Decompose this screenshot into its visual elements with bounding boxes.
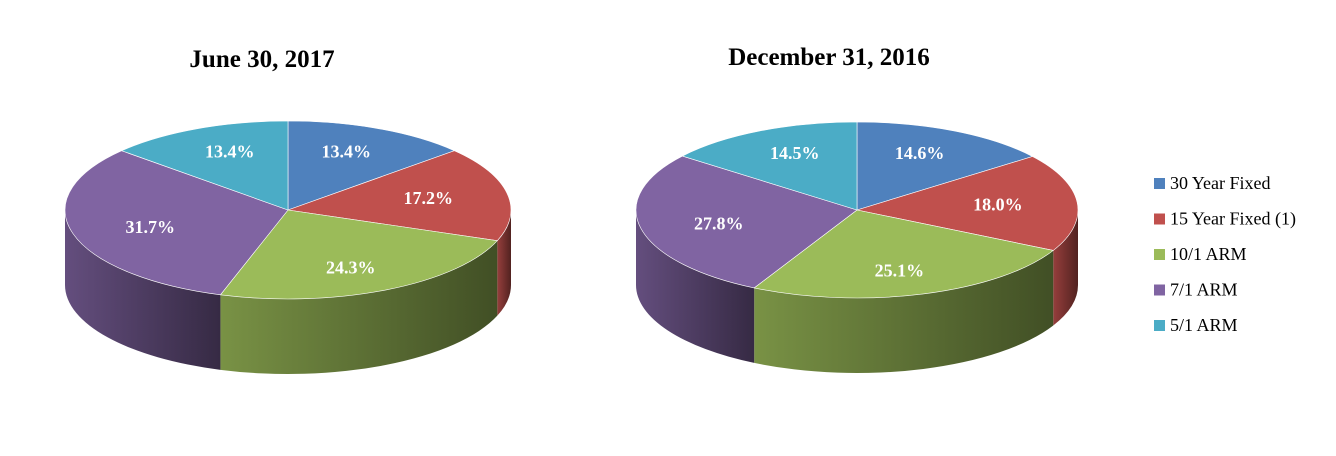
pie-slice-15-year-fixed-1 [287, 150, 512, 241]
legend-swatch [1154, 249, 1165, 260]
legend-label: 30 Year Fixed [1170, 173, 1271, 193]
chart-title: December 31, 2016 [728, 44, 930, 71]
slice-labels: 14.6% 18.0% 25.1% 27.8% 14.5% [694, 143, 1023, 280]
pie-side-10-1-arm [220, 240, 498, 374]
data-label-30-year-fixed: 14.6% [895, 143, 945, 163]
pie-slice-7-1-arm [64, 150, 289, 296]
data-label-10-1-arm: 25.1% [875, 260, 925, 280]
pie-side-walls [636, 210, 1078, 374]
legend-label: 10/1 ARM [1170, 244, 1247, 264]
data-label-15-year-fixed-1: 17.2% [403, 188, 453, 208]
data-label-7-1-arm: 27.8% [694, 213, 744, 233]
legend-label: 7/1 ARM [1170, 280, 1238, 300]
legend-swatch [1154, 320, 1165, 331]
legend-label: 5/1 ARM [1170, 315, 1238, 335]
legend-label: 15 Year Fixed (1) [1170, 209, 1296, 230]
pie-chart-june-2017: June 30, 2017 13.4% 17.2% 24.3% 31.7% 13.4% [64, 46, 512, 374]
pie-slice-10-1-arm [219, 209, 498, 300]
pie-slice-10-1-arm [753, 209, 1054, 299]
pie-slice-30-year-fixed [856, 121, 1034, 211]
pie-slice-5-1-arm [681, 121, 858, 211]
chart-title: June 30, 2017 [189, 46, 334, 73]
pie-side-10-1-arm [754, 250, 1054, 374]
data-label-7-1-arm: 31.7% [126, 217, 176, 237]
pie-side-15-year-fixed-1 [1053, 210, 1078, 326]
legend-swatch [1154, 213, 1165, 225]
pie-slices [64, 120, 512, 300]
pie-side-walls [65, 210, 511, 374]
pie-side-15-year-fixed-1 [497, 210, 511, 316]
pie-chart-december-2016: December 31, 201614.6%18.0%25.1%27.8%14.… [635, 44, 1079, 374]
pie-side-7-1-arm [65, 210, 221, 370]
data-label-10-1-arm: 24.3% [326, 258, 376, 278]
legend-swatch [1154, 284, 1165, 296]
legend-swatch [1154, 178, 1165, 189]
slice-labels: 13.4% 17.2% 24.3% 31.7% 13.4% [126, 142, 453, 278]
legend-item-5-1-arm: 5/1 ARM [1154, 315, 1238, 335]
data-label-15-year-fixed-1: 18.0% [973, 194, 1023, 214]
data-label-30-year-fixed: 13.4% [322, 142, 372, 162]
legend-item-10-1-arm: 10/1 ARM [1154, 244, 1247, 264]
legend-item-30-year-fixed: 30 Year Fixed [1154, 173, 1271, 193]
legend-item-15-year-fixed-1: 15 Year Fixed (1) [1154, 209, 1296, 230]
pie-side-7-1-arm [636, 210, 755, 363]
pie-slice-30-year-fixed [287, 120, 456, 211]
pie-slice-5-1-arm [120, 120, 289, 211]
pie-slice-7-1-arm [635, 155, 858, 289]
pie-slices [635, 121, 1079, 299]
data-label-5-1-arm: 14.5% [770, 143, 820, 163]
legend: 30 Year Fixed 15 Year Fixed (1) 10/1 ARM 7/… [1154, 173, 1296, 335]
data-label-5-1-arm: 13.4% [205, 142, 255, 162]
legend-item-7-1-arm: 7/1 ARM [1154, 280, 1238, 300]
pie-slice-15-year-fixed-1 [856, 156, 1079, 251]
